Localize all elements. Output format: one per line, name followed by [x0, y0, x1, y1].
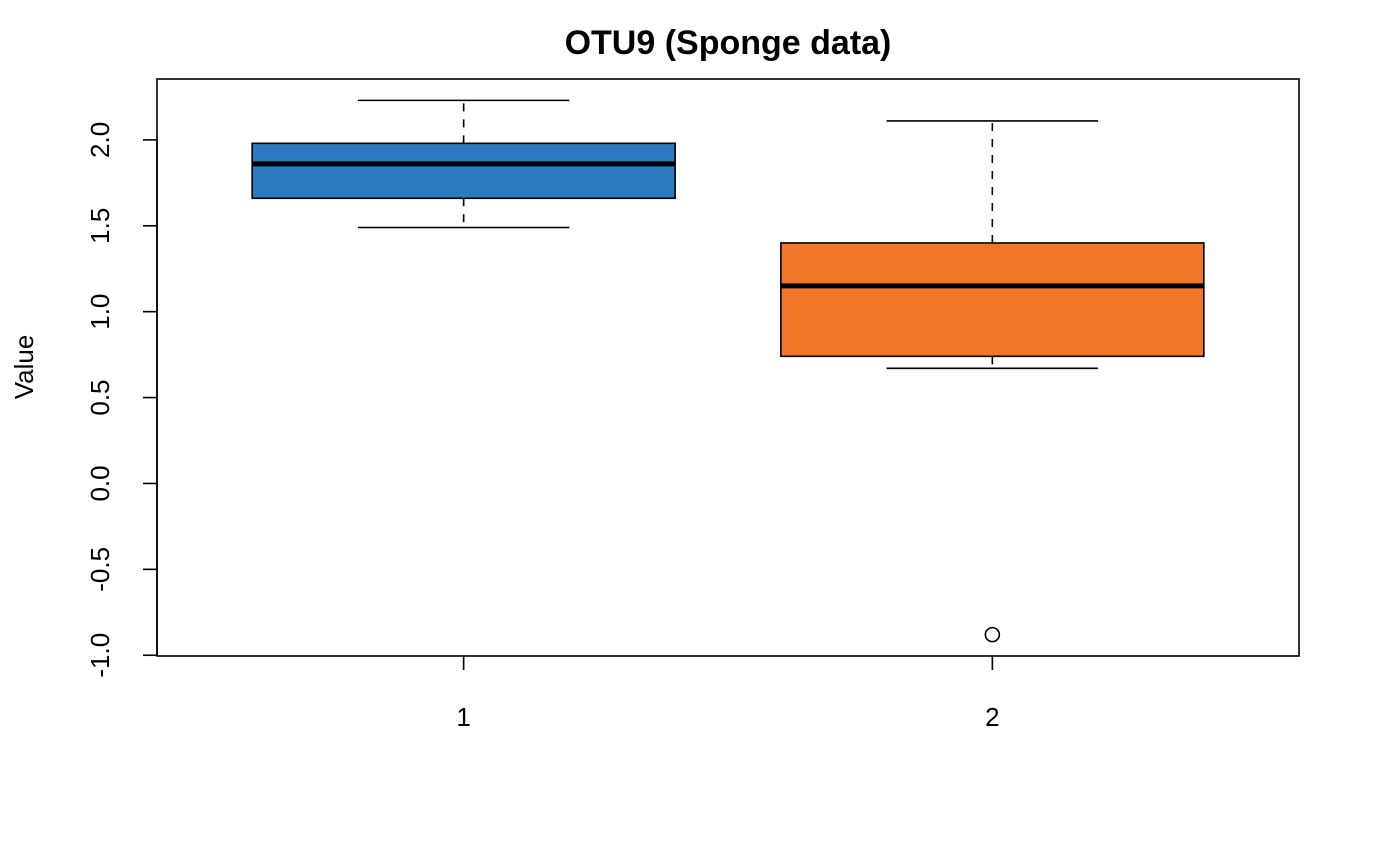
y-tick-label: 0.5 [85, 379, 115, 415]
outlier-point [984, 626, 1001, 643]
x-tick-label: 2 [985, 702, 999, 732]
y-tick-label: -0.5 [85, 547, 115, 592]
y-tick-label: 2.0 [85, 122, 115, 158]
box-iqr [780, 242, 1205, 358]
y-tick-label: -1.0 [85, 633, 115, 678]
y-tick-label: 1.0 [85, 294, 115, 330]
chart-title: OTU9 (Sponge data) [565, 24, 892, 62]
x-tick-label: 1 [456, 702, 470, 732]
chart-marks: -1.0 -0.5 0.0 0.5 1.0 1.5 2.0 1 2 [85, 99, 1205, 732]
box-iqr [251, 142, 676, 200]
y-tick-label: 0.0 [85, 465, 115, 501]
y-tick-label: 1.5 [85, 208, 115, 244]
y-axis-label: Value [9, 335, 39, 400]
